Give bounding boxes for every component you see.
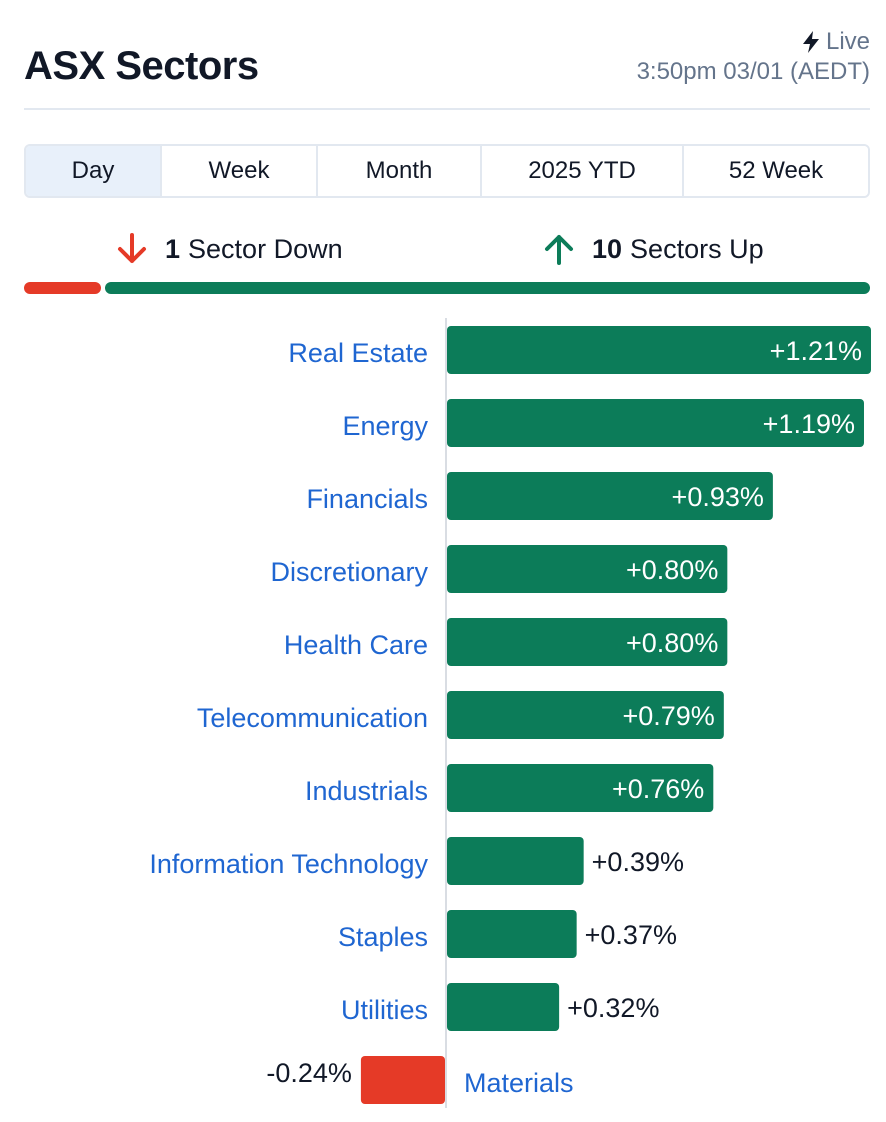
bar-discretionary[interactable] (447, 545, 728, 593)
value-label-information-technology: +0.39% (592, 847, 684, 877)
sectors-down-label: Sector Down (188, 233, 343, 264)
breadth-up-segment (105, 282, 870, 294)
arrow-down-icon (115, 232, 165, 266)
category-label-industrials[interactable]: Industrials (305, 776, 428, 806)
last-updated-timestamp: 3:50pm 03/01 (AEDT) (636, 58, 870, 85)
category-label-real-estate[interactable]: Real Estate (288, 338, 428, 368)
live-label: Live (825, 28, 870, 55)
value-label-industrials: +0.76% (612, 774, 704, 804)
tab-52-week[interactable]: 52 Week (684, 146, 868, 196)
tab-day[interactable]: Day (26, 146, 162, 196)
bar-industrials[interactable] (447, 764, 714, 812)
bar-health-care[interactable] (447, 618, 728, 666)
value-label-real-estate: +1.21% (770, 336, 862, 366)
sectors-down-count: 1 (165, 233, 181, 264)
bar-staples[interactable] (447, 910, 577, 958)
sectors-up-label: Sectors Up (630, 233, 764, 264)
category-label-financials[interactable]: Financials (306, 484, 428, 514)
value-label-discretionary: +0.80% (626, 555, 718, 585)
tab-week[interactable]: Week (162, 146, 318, 196)
value-label-materials: -0.24% (266, 1058, 352, 1088)
arrow-up-icon (542, 232, 592, 266)
tab-2025-ytd[interactable]: 2025 YTD (482, 146, 684, 196)
category-label-health-care[interactable]: Health Care (284, 630, 428, 660)
bar-utilities[interactable] (447, 983, 560, 1031)
page-title: ASX Sectors (24, 44, 259, 88)
breadth-down-segment (24, 282, 101, 294)
value-label-energy: +1.19% (763, 409, 855, 439)
value-label-staples: +0.37% (585, 920, 677, 950)
bar-materials[interactable] (360, 1056, 445, 1104)
tab-month[interactable]: Month (318, 146, 482, 196)
header-divider (24, 108, 870, 110)
category-label-information-technology[interactable]: Information Technology (149, 849, 428, 879)
value-label-utilities: +0.32% (567, 993, 659, 1023)
bar-energy[interactable] (447, 399, 864, 447)
sector-bar-chart-svg: Real Estate +1.21% Energy +1.19% Financials +… (149, 318, 871, 1108)
live-indicator: Live (802, 28, 870, 56)
period-tabs: Day Week Month 2025 YTD 52 Week (24, 144, 870, 198)
value-label-telecommunication: +0.79% (622, 701, 714, 731)
sectors-up-summary: 10 Sectors Up (542, 226, 764, 272)
category-label-discretionary[interactable]: Discretionary (270, 557, 428, 587)
sector-performance-chart: Real Estate +1.21% Energy +1.19% Financials +… (0, 318, 886, 1122)
bar-information-technology[interactable] (447, 837, 584, 885)
lightning-bolt-icon (802, 31, 820, 53)
bar-financials[interactable] (447, 472, 773, 520)
bar-telecommunication[interactable] (447, 691, 724, 739)
category-label-utilities[interactable]: Utilities (341, 995, 428, 1025)
sectors-up-count: 10 (592, 233, 623, 264)
value-label-financials: +0.93% (672, 482, 764, 512)
sectors-down-summary: 1 Sector Down (115, 226, 343, 272)
category-label-energy[interactable]: Energy (342, 411, 428, 441)
category-label-staples[interactable]: Staples (338, 922, 428, 952)
category-label-telecommunication[interactable]: Telecommunication (197, 703, 428, 733)
market-breadth-bar (24, 282, 870, 294)
bar-real-estate[interactable] (447, 326, 871, 374)
value-label-health-care: +0.80% (626, 628, 718, 658)
category-label-materials[interactable]: Materials (464, 1068, 574, 1098)
